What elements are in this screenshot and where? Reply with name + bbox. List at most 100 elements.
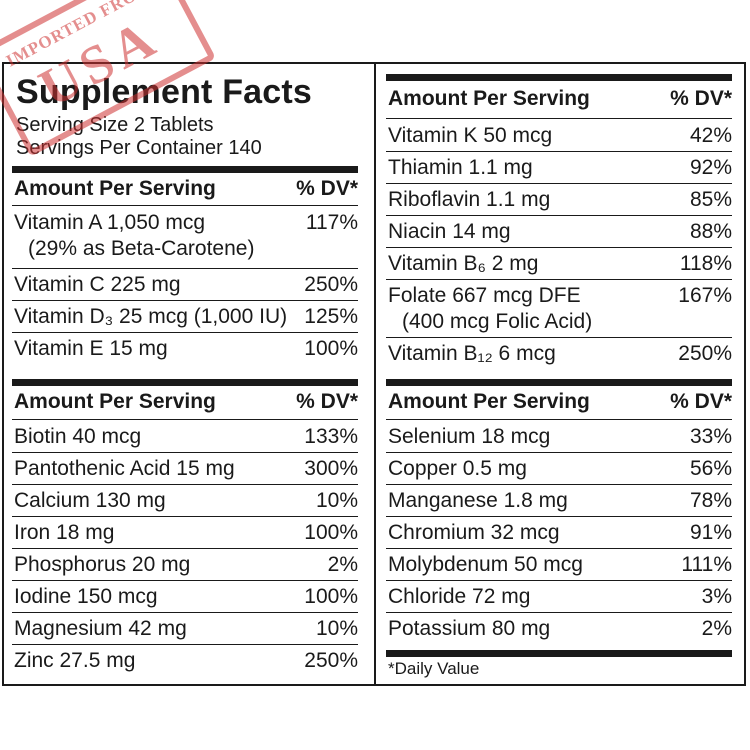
row-divider — [12, 644, 358, 645]
row-divider — [386, 215, 732, 216]
row-divider — [386, 580, 732, 581]
percent-dv-value: 100% — [304, 337, 358, 360]
percent-dv-value: 92% — [689, 156, 732, 179]
nutrient-name: Potassium 80 mg — [388, 617, 551, 640]
row-divider — [386, 183, 732, 184]
row-divider — [386, 419, 732, 420]
nutrient-name: Manganese 1.8 mg — [388, 489, 568, 512]
nutrient-row: Chloride 72 mg 3% — [386, 580, 732, 612]
row-divider — [386, 612, 732, 613]
nutrient-name: Vitamin B₁₂ 6 mcg — [388, 342, 556, 365]
nutrient-row: Riboflavin 1.1 mg 85% — [386, 183, 732, 215]
row-divider — [386, 484, 732, 485]
nutrient-row: Folate 667 mcg DFE (400 mcg Folic Acid) 16… — [386, 279, 732, 337]
nutrient-row: Calcium 130 mg 10% — [12, 484, 358, 516]
percent-dv-value: 167% — [678, 284, 732, 307]
nutrient-row: Thiamin 1.1 mg 92% — [386, 151, 732, 183]
percent-dv-value: 78% — [689, 489, 732, 512]
nutrient-name: Iodine 150 mcg — [14, 585, 158, 608]
nutrient-name: Molybdenum 50 mcg — [388, 553, 583, 576]
amount-per-serving-label: Amount Per Serving — [14, 390, 216, 413]
nutrient-name: Phosphorus 20 mg — [14, 553, 191, 576]
percent-dv-value: 118% — [679, 252, 732, 275]
nutrient-name: Iron 18 mg — [14, 521, 115, 544]
nutrient-row: Potassium 80 mg 2% — [386, 612, 732, 644]
nutrient-row: Vitamin B₆ 2 mg 118% — [386, 247, 732, 279]
percent-dv-value: 100% — [304, 585, 358, 608]
amount-per-serving-label: Amount Per Serving — [14, 177, 216, 200]
nutrient-name: Vitamin K 50 mcg — [388, 124, 553, 147]
nutrient-name: Magnesium 42 mg — [14, 617, 187, 640]
row-divider — [12, 332, 358, 333]
percent-dv-value: 100% — [304, 521, 358, 544]
section-rule — [386, 379, 732, 386]
nutrient-name: Zinc 27.5 mg — [14, 649, 136, 672]
nutrient-row: Biotin 40 mcg 133% — [12, 420, 358, 452]
nutrient-row: Vitamin E 15 mg 100% — [12, 332, 358, 364]
row-divider — [12, 548, 358, 549]
nutrient-row: Molybdenum 50 mcg 111% — [386, 548, 732, 580]
row-divider — [12, 452, 358, 453]
percent-dv-value: 300% — [304, 457, 358, 480]
nutrient-row: Magnesium 42 mg 10% — [12, 612, 358, 644]
nutrient-name: Chromium 32 mcg — [388, 521, 560, 544]
nutrient-row: Vitamin K 50 mcg 42% — [386, 119, 732, 151]
percent-dv-value: 2% — [701, 617, 732, 640]
nutrient-row: Vitamin C 225 mg 250% — [12, 268, 358, 300]
nutrient-row: Phosphorus 20 mg 2% — [12, 548, 358, 580]
nutrient-row: Copper 0.5 mg 56% — [386, 452, 732, 484]
row-divider — [386, 151, 732, 152]
nutrient-name: Vitamin B₆ 2 mg — [388, 252, 539, 275]
row-divider — [12, 484, 358, 485]
row-divider — [12, 268, 358, 269]
row-divider — [12, 205, 358, 206]
row-divider — [12, 419, 358, 420]
nutrient-row: Vitamin D₃ 25 mcg (1,000 IU) 125% — [12, 300, 358, 332]
row-divider — [386, 337, 732, 338]
percent-dv-value: 111% — [681, 553, 732, 576]
row-divider — [12, 580, 358, 581]
row-divider — [12, 300, 358, 301]
nutrient-row: Selenium 18 mcg 33% — [386, 420, 732, 452]
nutrient-subnote: (400 mcg Folic Acid) — [402, 310, 593, 333]
section-rule — [386, 74, 732, 81]
percent-dv-value: 3% — [701, 585, 732, 608]
section-header: Amount Per Serving % DV* — [386, 387, 732, 417]
supplement-facts-panel: Supplement Facts Serving Size 2 Tablets … — [2, 62, 746, 686]
nutrient-row: Chromium 32 mcg 91% — [386, 516, 732, 548]
percent-dv-value: 91% — [689, 521, 732, 544]
percent-dv-value: 250% — [304, 273, 358, 296]
panel-title: Supplement Facts — [16, 73, 313, 111]
percent-dv-value: 10% — [315, 617, 358, 640]
section-rule — [12, 379, 358, 386]
nutrient-row: Pantothenic Acid 15 mg 300% — [12, 452, 358, 484]
section-rule — [12, 166, 358, 173]
amount-per-serving-label: Amount Per Serving — [388, 87, 590, 110]
nutrient-row: Iron 18 mg 100% — [12, 516, 358, 548]
percent-dv-label: % DV* — [296, 177, 358, 200]
percent-dv-value: 42% — [689, 124, 732, 147]
serving-size: Serving Size 2 Tablets — [16, 114, 214, 136]
percent-dv-label: % DV* — [670, 87, 732, 110]
section-header: Amount Per Serving % DV* — [12, 174, 358, 204]
row-divider — [386, 247, 732, 248]
servings-per-container: Servings Per Container 140 — [16, 137, 262, 159]
percent-dv-value: 250% — [304, 649, 358, 672]
percent-dv-label: % DV* — [296, 390, 358, 413]
percent-dv-value: 2% — [327, 553, 358, 576]
nutrient-name: Riboflavin 1.1 mg — [388, 188, 551, 211]
row-divider — [12, 516, 358, 517]
nutrient-name: Vitamin E 15 mg — [14, 337, 168, 360]
section-header: Amount Per Serving % DV* — [386, 84, 732, 114]
nutrient-name: Thiamin 1.1 mg — [388, 156, 533, 179]
nutrient-name: Biotin 40 mcg — [14, 425, 142, 448]
nutrient-row: Vitamin B₁₂ 6 mcg 250% — [386, 337, 732, 369]
nutrient-name: Copper 0.5 mg — [388, 457, 527, 480]
row-divider — [386, 452, 732, 453]
nutrient-subnote: (29% as Beta-Carotene) — [28, 237, 255, 260]
column-divider — [374, 64, 376, 684]
nutrient-row: Vitamin A 1,050 mcg (29% as Beta-Carotene… — [12, 206, 358, 268]
nutrient-row: Niacin 14 mg 88% — [386, 215, 732, 247]
nutrient-name: Chloride 72 mg — [388, 585, 531, 608]
row-divider — [12, 612, 358, 613]
